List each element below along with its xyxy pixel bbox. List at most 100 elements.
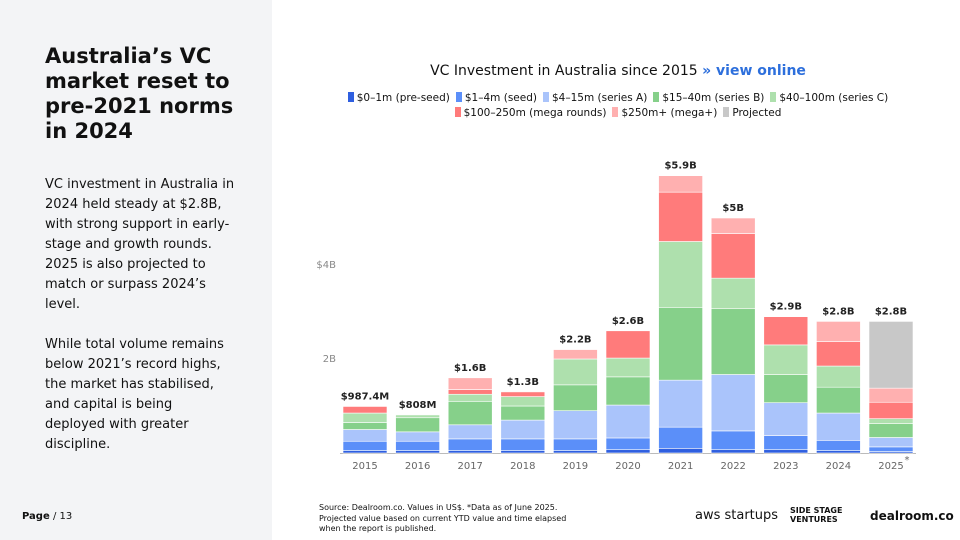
bar-segment — [342, 412, 388, 423]
bar-segment — [868, 446, 914, 452]
logos: aws startups SIDE STAGE VENTURES dealroo… — [695, 505, 954, 527]
bar-segment — [868, 401, 914, 419]
legend-swatch — [723, 107, 730, 117]
bar-segment — [447, 438, 493, 451]
bar-segment — [395, 417, 440, 433]
x-tick-label: 2022 — [720, 461, 745, 472]
bar-segment — [658, 426, 703, 449]
source-detail: Projected value based on current YTD val… — [319, 513, 567, 534]
bar-segment — [500, 438, 546, 451]
bar-segment — [447, 389, 493, 395]
bar-segment — [500, 405, 546, 421]
bar-segment — [868, 387, 914, 403]
view-online-link[interactable]: » view online — [702, 63, 806, 79]
bar-segment — [763, 316, 809, 346]
logo: dealroom.co — [870, 509, 954, 523]
source-note: Source: Dealroom.co. Values in US$. *Dat… — [319, 503, 574, 535]
bar-segment — [605, 437, 651, 451]
bar-segment — [710, 449, 756, 454]
bar-segment — [553, 349, 598, 360]
bar-segment — [816, 365, 861, 388]
legend-swatch — [455, 92, 462, 102]
bar-segment — [816, 440, 861, 451]
bar-segment — [658, 447, 703, 454]
bar-segment — [710, 277, 756, 310]
bar-segment — [342, 422, 388, 430]
x-tick-label: 2023 — [773, 461, 798, 472]
legend-label: $15–40m (series B) — [662, 92, 765, 104]
total-label: $5B — [722, 203, 744, 214]
x-tick-label: 2018 — [510, 461, 535, 472]
bar-segment — [553, 358, 598, 386]
total-label: $808M — [399, 400, 437, 411]
slide-title: Australia’s VC market reset to pre-2021 … — [45, 44, 234, 143]
legend-item: $0–1m (pre-seed) — [347, 91, 450, 106]
total-label: $987.4M — [341, 391, 390, 402]
bar-segment — [658, 379, 703, 428]
legend-item: $1–4m (seed) — [455, 91, 537, 106]
bar-segment — [763, 435, 809, 451]
x-tick-label: 2019 — [563, 461, 588, 472]
legend-swatch — [770, 92, 777, 102]
bar-segment — [816, 450, 861, 454]
bar-segment — [710, 430, 756, 451]
bar-segment — [710, 374, 756, 432]
legend-label: $0–1m (pre-seed) — [356, 92, 450, 104]
bar-segment — [710, 308, 756, 375]
page-number: Page / 13 — [22, 511, 72, 522]
bar-segment — [868, 418, 914, 424]
bar-segment — [500, 450, 546, 454]
bar-segment — [395, 414, 440, 419]
logo: SIDE STAGE VENTURES — [790, 506, 843, 524]
bar-segment — [447, 393, 493, 402]
total-label: $1.3B — [507, 377, 539, 388]
bar-segment — [710, 233, 756, 279]
paragraph: While total volume remains below 2021’s … — [45, 337, 224, 452]
bar-segment — [395, 450, 440, 454]
legend-label: $250m+ (mega+) — [621, 107, 718, 119]
bar-segment — [395, 440, 440, 451]
bar-segment — [500, 419, 546, 440]
legend-label: $1–4m (seed) — [464, 92, 537, 104]
bar-segment — [763, 374, 809, 404]
bar-segment — [658, 175, 703, 193]
bar-segment — [342, 429, 388, 442]
legend-swatch — [653, 92, 660, 102]
bar-segment — [763, 449, 809, 454]
paragraph: VC investment in Australia in 2024 held … — [45, 177, 235, 312]
total-label: $2.8B — [875, 306, 907, 317]
y-tick-label: $4B — [316, 260, 336, 271]
bar-segment — [553, 384, 598, 412]
bar-segment — [500, 396, 546, 407]
bar-segment — [447, 424, 493, 440]
bar-segment — [658, 241, 703, 308]
bar-segment — [658, 191, 703, 242]
legend-label: $100–250m (mega rounds) — [463, 107, 607, 119]
total-label: $2.8B — [822, 306, 854, 317]
legend-swatch — [612, 107, 619, 117]
total-label: $2.6B — [612, 316, 644, 327]
total-label: $2.2B — [559, 335, 591, 346]
legend-swatch — [347, 92, 354, 102]
bar-segment — [605, 330, 651, 359]
bar-segment — [763, 344, 809, 375]
bar-segment — [816, 386, 861, 414]
legend-item: $100–250m (mega rounds) — [454, 106, 607, 121]
bar-segment — [658, 306, 703, 381]
bar-segment — [447, 450, 493, 454]
bar-segment — [868, 321, 914, 389]
bar-segment — [868, 437, 914, 448]
x-tick-label: 2020 — [615, 461, 640, 472]
legend-item: $15–40m (series B) — [653, 91, 764, 106]
source: Source: Dealroom.co. Values in US$. *Dat… — [319, 503, 558, 512]
legend-label: $4–15m (series A) — [551, 92, 648, 104]
bar-segment — [553, 438, 598, 451]
bar-segment — [710, 217, 756, 234]
chart-title-row: VC Investment in Australia since 2015 » … — [318, 63, 918, 79]
x-tick-note: * — [905, 455, 910, 466]
bar-segment — [605, 404, 651, 439]
total-label: $1.6B — [454, 363, 486, 374]
x-tick-label: 2024 — [826, 461, 851, 472]
